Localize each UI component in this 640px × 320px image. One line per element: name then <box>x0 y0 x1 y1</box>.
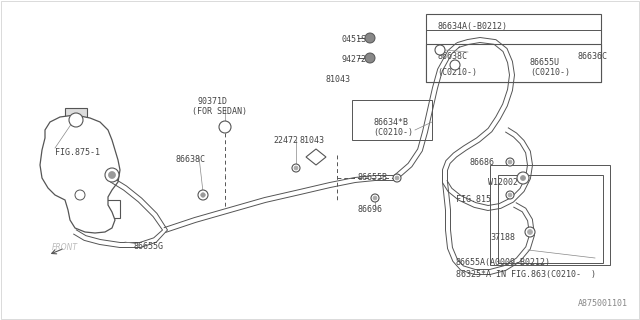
Circle shape <box>393 174 401 182</box>
Text: 81043: 81043 <box>326 75 351 84</box>
Circle shape <box>517 172 529 184</box>
Text: 86696: 86696 <box>358 205 383 214</box>
Circle shape <box>520 175 525 180</box>
Text: 86638C: 86638C <box>437 52 467 61</box>
Circle shape <box>105 168 119 182</box>
Text: 0451S: 0451S <box>342 35 367 44</box>
Text: 81043: 81043 <box>300 136 325 145</box>
Bar <box>100 200 120 218</box>
Circle shape <box>506 191 514 199</box>
Text: FRONT: FRONT <box>52 244 78 252</box>
Text: 86638C: 86638C <box>175 155 205 164</box>
Bar <box>65 108 87 120</box>
Circle shape <box>435 45 445 55</box>
Circle shape <box>365 33 375 43</box>
Circle shape <box>365 53 375 63</box>
Text: 86634A(-B0212): 86634A(-B0212) <box>437 22 507 31</box>
Circle shape <box>198 190 208 200</box>
Circle shape <box>450 60 460 70</box>
Text: 90371D: 90371D <box>198 97 228 106</box>
Text: 37188: 37188 <box>490 233 515 242</box>
Bar <box>352 100 432 140</box>
Polygon shape <box>306 149 326 165</box>
Text: 86655U: 86655U <box>530 58 560 67</box>
Bar <box>490 165 610 265</box>
Polygon shape <box>40 115 120 233</box>
Circle shape <box>109 172 115 179</box>
Text: FIG.875-1: FIG.875-1 <box>55 148 100 157</box>
Circle shape <box>292 164 300 172</box>
Circle shape <box>527 229 532 235</box>
Text: 86634*B: 86634*B <box>373 118 408 127</box>
Text: A875001101: A875001101 <box>578 299 628 308</box>
Text: 22472: 22472 <box>273 136 298 145</box>
Circle shape <box>525 227 535 237</box>
Text: 86655B: 86655B <box>358 173 388 182</box>
Text: 86636C: 86636C <box>578 52 608 61</box>
Bar <box>498 175 603 263</box>
Bar <box>426 44 601 82</box>
Text: (C0210-): (C0210-) <box>437 68 477 77</box>
Text: (C0210-): (C0210-) <box>373 128 413 137</box>
Text: 94272: 94272 <box>342 55 367 64</box>
Circle shape <box>219 121 231 133</box>
Text: (FOR SEDAN): (FOR SEDAN) <box>192 107 247 116</box>
Text: 86686: 86686 <box>470 158 495 167</box>
Circle shape <box>373 196 377 200</box>
Circle shape <box>201 193 205 197</box>
Bar <box>426 14 601 82</box>
Circle shape <box>395 176 399 180</box>
Circle shape <box>75 190 85 200</box>
Circle shape <box>508 193 512 197</box>
Text: (C0210-): (C0210-) <box>530 68 570 77</box>
Circle shape <box>371 194 379 202</box>
Text: 86325*A IN FIG.863(C0210-  ): 86325*A IN FIG.863(C0210- ) <box>456 270 596 279</box>
Text: 86655G: 86655G <box>133 242 163 251</box>
Text: W12002: W12002 <box>488 178 518 187</box>
Circle shape <box>508 160 512 164</box>
Circle shape <box>294 166 298 170</box>
Text: 86655A(A0009-B0212): 86655A(A0009-B0212) <box>456 258 551 267</box>
Circle shape <box>506 158 514 166</box>
Text: FIG.815: FIG.815 <box>456 195 491 204</box>
Circle shape <box>69 113 83 127</box>
